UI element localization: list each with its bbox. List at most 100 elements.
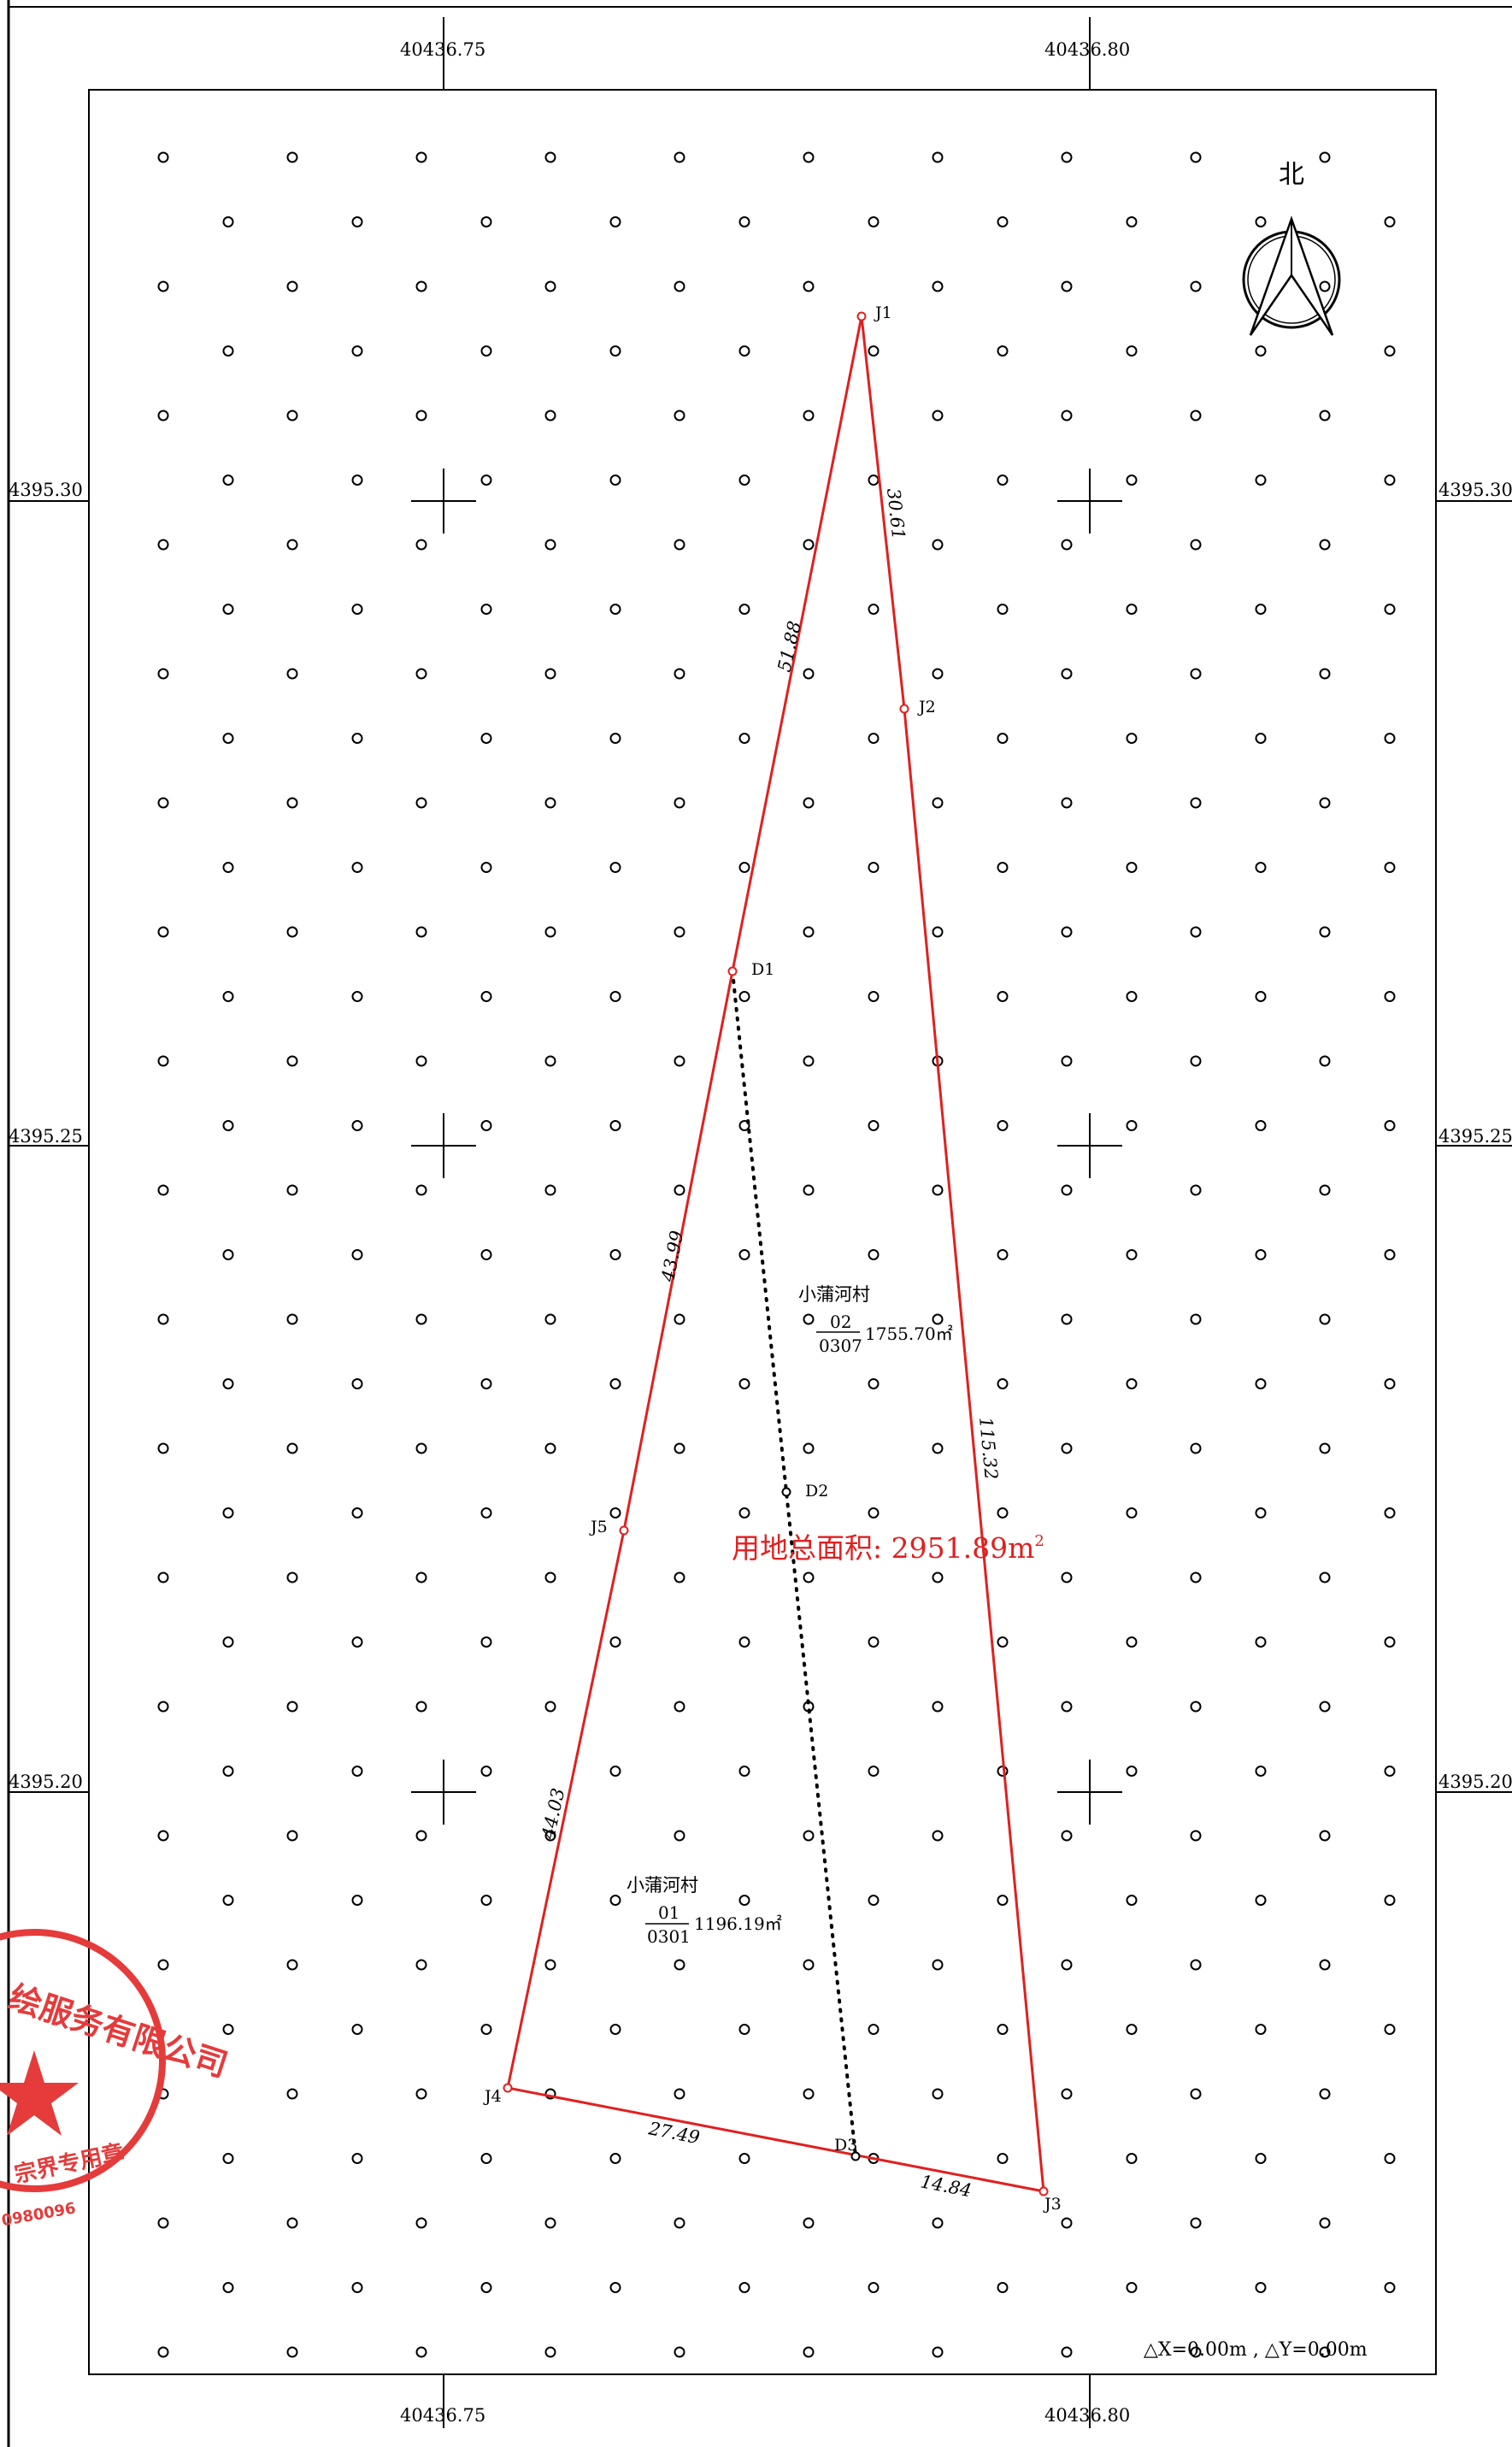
symbol-circle — [609, 733, 621, 744]
grid-label-right-1: 4395.30 — [1438, 480, 1512, 500]
symbol-circle — [932, 1959, 944, 1971]
symbol-circle — [674, 1184, 685, 1196]
symbol-circle — [544, 1442, 556, 1454]
symbol-circle — [1061, 539, 1073, 551]
symbol-circle — [609, 2024, 621, 2035]
grid-label-right-3: 4395.20 — [1438, 1772, 1512, 1792]
symbol-circle — [674, 2217, 685, 2229]
symbol-circle — [1255, 1507, 1267, 1518]
symbol-circle — [868, 1120, 880, 1131]
symbol-circle — [1319, 1184, 1331, 1196]
symbol-circle — [609, 1895, 621, 1906]
parcel-01-label: 小蒲河村 01 0301 1196.19㎡ — [627, 1875, 782, 1947]
symbol-circle — [544, 2217, 556, 2229]
symbol-circle — [415, 410, 427, 422]
symbol-circle — [932, 926, 944, 938]
symbol-circle — [415, 2217, 427, 2229]
symbol-circle — [415, 1830, 427, 1842]
symbol-circle — [1061, 280, 1073, 292]
parcel-02-number: 02 — [830, 1312, 851, 1332]
symbol-circle — [932, 2217, 944, 2229]
symbol-circle — [1061, 1830, 1073, 1842]
symbol-circle — [157, 926, 169, 938]
symbol-circle — [222, 1249, 234, 1260]
symbol-circle — [1190, 2217, 1202, 2229]
symbol-circle — [803, 1313, 815, 1325]
symbol-circle — [1126, 862, 1138, 873]
symbol-circle — [157, 2346, 169, 2358]
grid-label-left-2: 4395.25 — [9, 1126, 83, 1147]
symbol-circle — [1190, 280, 1202, 292]
symbol-circle — [674, 410, 685, 422]
symbol-circle — [997, 604, 1009, 615]
symbol-circle — [738, 1766, 750, 1777]
symbol-circle — [932, 797, 944, 809]
symbol-circle — [609, 2282, 621, 2293]
parcel-02-area: 1755.70㎡ — [865, 1324, 953, 1344]
symbol-circle — [1126, 604, 1138, 615]
symbol-circle — [157, 1442, 169, 1454]
symbol-circle — [286, 1959, 298, 1971]
offset-note: △X=0.00m , △Y=0.00m — [1144, 2339, 1368, 2361]
symbol-circle — [1126, 1636, 1138, 1648]
symbol-circle — [868, 1895, 880, 1906]
symbol-circle — [1190, 539, 1202, 551]
grid-label-bottom-left: 40436.75 — [400, 2405, 485, 2426]
symbol-circle — [1255, 2024, 1267, 2035]
symbol-circle — [351, 604, 363, 615]
symbol-circle — [415, 1701, 427, 1713]
symbol-circle — [351, 733, 363, 744]
symbol-circle — [609, 1766, 621, 1777]
symbol-circle — [286, 1184, 298, 1196]
symbol-circle — [351, 1507, 363, 1518]
symbol-circle — [1319, 668, 1331, 680]
symbol-circle — [803, 410, 815, 422]
symbol-circle — [1384, 1120, 1396, 1131]
symbol-circle — [286, 2217, 298, 2229]
symbol-circle — [803, 1571, 815, 1583]
company-seal: 绘服务有限公司 宗界专用章 0980096 — [0, 1929, 232, 2230]
symbol-circle — [1255, 1636, 1267, 1648]
symbol-circle — [803, 1830, 815, 1842]
symbol-circle — [674, 1055, 685, 1067]
grid-ticks — [9, 17, 1512, 2428]
symbol-circle — [674, 151, 685, 163]
symbol-circle — [997, 733, 1009, 744]
dist-J1-J2: 30.61 — [883, 487, 909, 540]
symbol-circle — [1190, 410, 1202, 422]
symbol-circle — [1319, 1959, 1331, 1971]
symbol-circle — [544, 2346, 556, 2358]
label-J5: J5 — [589, 1518, 608, 1536]
symbol-circle — [480, 1507, 492, 1518]
symbol-circle — [1255, 733, 1267, 744]
symbol-circle — [1319, 1055, 1331, 1067]
grid-label-left-3: 4395.20 — [9, 1772, 83, 1792]
symbol-circle — [674, 926, 685, 938]
symbol-circle — [997, 1895, 1009, 1906]
symbol-circle — [480, 733, 492, 744]
symbol-circle — [157, 1830, 169, 1842]
symbol-circle — [157, 1184, 169, 1196]
symbol-circle — [480, 1766, 492, 1777]
symbol-circle — [932, 668, 944, 680]
symbol-circle — [932, 1442, 944, 1454]
symbol-circle — [351, 1766, 363, 1777]
grid-label-top-right: 40436.80 — [1044, 39, 1130, 60]
symbol-circle — [415, 797, 427, 809]
symbol-circle — [1384, 1766, 1396, 1777]
symbol-circle — [1190, 151, 1202, 163]
symbol-circle — [351, 1249, 363, 1260]
symbol-circle — [1384, 2153, 1396, 2164]
symbol-circle — [738, 1636, 750, 1648]
symbol-circle — [157, 1701, 169, 1713]
symbol-circle — [222, 1378, 234, 1389]
symbol-circle — [286, 1055, 298, 1067]
symbol-circle — [1126, 1766, 1138, 1777]
symbol-circle — [1126, 991, 1138, 1002]
symbol-circle — [1255, 604, 1267, 615]
symbol-circle — [803, 926, 815, 938]
symbol-circle — [868, 1249, 880, 1260]
symbol-circle — [286, 1701, 298, 1713]
symbol-circle — [415, 2346, 427, 2358]
symbol-circle — [868, 604, 880, 615]
